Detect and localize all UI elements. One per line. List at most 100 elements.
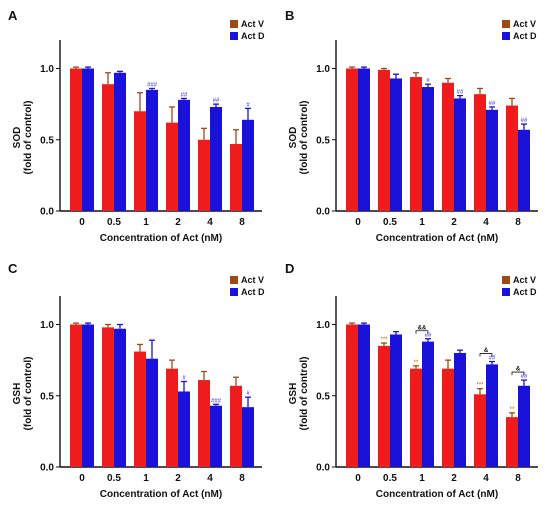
x-tick-label: 0.5 <box>107 217 121 228</box>
significance-d: ## <box>457 90 464 96</box>
y-axis-subtitle: (fold of control) <box>23 357 34 431</box>
bars: ####### <box>346 66 530 211</box>
bar-act-d <box>146 358 158 467</box>
significance-v: ** <box>414 360 419 366</box>
bar-act-v <box>378 69 390 211</box>
bar-act-v <box>166 368 178 467</box>
bar-act-d <box>518 385 530 467</box>
y-tick-label: 0.0 <box>316 463 330 474</box>
y-tick-label: 0.5 <box>40 391 54 402</box>
significance-d: ## <box>489 356 496 362</box>
x-tick-label: 4 <box>207 217 213 228</box>
x-tick-label: 4 <box>207 473 213 484</box>
legend-swatch <box>502 288 510 296</box>
x-tick-label: 8 <box>515 473 521 484</box>
bar-act-v <box>346 68 358 211</box>
significance-v: *** <box>380 337 388 343</box>
x-tick-label: 1 <box>419 217 425 228</box>
legend: Act V Act D <box>502 275 537 297</box>
bar-act-v <box>442 82 454 211</box>
x-tick-label: 0.5 <box>107 473 121 484</box>
x-tick-label: 8 <box>515 217 521 228</box>
x-tick-label: 0.5 <box>383 473 397 484</box>
legend-swatch <box>502 276 510 284</box>
bar-act-v <box>198 380 210 467</box>
bar-act-d <box>422 87 434 211</box>
significance-v: ** <box>510 407 515 413</box>
legend: Act V Act D <box>230 19 265 41</box>
legend-swatch <box>230 288 238 296</box>
x-tick-label: 2 <box>451 217 457 228</box>
bar-act-d <box>242 407 254 467</box>
bar-act-d <box>82 68 94 211</box>
y-tick-label: 0.5 <box>316 135 330 146</box>
bars: *** ## ** ## *** ## ** <box>346 322 530 467</box>
significance-v: *** <box>476 383 484 389</box>
x-axis-title: Concentration of Act (nM) <box>376 233 498 244</box>
y-axis-subtitle: (fold of control) <box>299 101 310 175</box>
bracket-label: && <box>418 325 427 331</box>
significance-d: ### <box>211 398 222 404</box>
y-axis-title: GSH <box>288 383 299 405</box>
y-axis-subtitle: (fold of control) <box>299 357 310 431</box>
x-tick-label: 0 <box>79 217 85 228</box>
legend-swatch <box>230 20 238 28</box>
panel-letter: A <box>8 8 18 23</box>
x-tick-label: 0 <box>79 473 85 484</box>
x-tick-label: 4 <box>483 217 489 228</box>
bar-act-v <box>102 84 114 211</box>
bar-act-d <box>358 324 370 467</box>
bar-act-d <box>82 324 94 467</box>
x-tick-label: 1 <box>419 473 425 484</box>
y-tick-label: 1.0 <box>40 320 54 331</box>
y-tick-label: 0.0 <box>40 463 54 474</box>
significance-d: # <box>182 376 186 382</box>
y-tick-label: 0.5 <box>40 135 54 146</box>
y-tick-label: 1.0 <box>316 320 330 331</box>
bar-act-v <box>70 324 82 467</box>
bar-act-d <box>114 328 126 467</box>
x-tick-label: 4 <box>483 473 489 484</box>
significance-d: # <box>246 391 250 397</box>
legend-label: Act D <box>513 31 537 41</box>
bar-act-d <box>146 89 158 211</box>
legend-label: Act D <box>513 287 537 297</box>
x-axis-title: Concentration of Act (nM) <box>100 233 222 244</box>
bar-act-v <box>230 385 242 467</box>
x-tick-label: 8 <box>239 473 245 484</box>
bar-act-v <box>70 68 82 211</box>
bar-act-v <box>346 324 358 467</box>
legend-swatch <box>230 32 238 40</box>
y-tick-label: 1.0 <box>40 64 54 75</box>
bar-act-d <box>454 98 466 211</box>
comparison-bracket <box>511 371 525 376</box>
bar-act-v <box>442 368 454 467</box>
x-tick-label: 0 <box>355 217 361 228</box>
bar-act-d <box>114 72 126 212</box>
bar-act-d <box>518 129 530 211</box>
bar-act-d <box>390 78 402 211</box>
bar-act-d <box>486 109 498 211</box>
panel-letter: C <box>8 261 18 276</box>
significance-d: ## <box>521 118 528 124</box>
bar-act-v <box>474 394 486 467</box>
x-tick-label: 0.5 <box>383 217 397 228</box>
panel-letter: B <box>285 8 294 23</box>
y-tick-label: 0.0 <box>40 207 54 218</box>
y-tick-label: 0.0 <box>316 207 330 218</box>
bar-act-d <box>210 106 222 211</box>
comparison-bracket <box>415 330 429 334</box>
x-tick-label: 2 <box>175 473 181 484</box>
x-tick-label: 1 <box>143 217 149 228</box>
x-tick-label: 8 <box>239 217 245 228</box>
bar-act-v <box>102 327 114 467</box>
y-axis-title: SOD <box>288 127 299 149</box>
bars: ######## <box>70 66 254 212</box>
significance-d: ## <box>425 333 432 339</box>
bar-act-d <box>178 99 190 211</box>
legend-label: Act D <box>241 287 265 297</box>
bar-act-v <box>410 368 422 467</box>
